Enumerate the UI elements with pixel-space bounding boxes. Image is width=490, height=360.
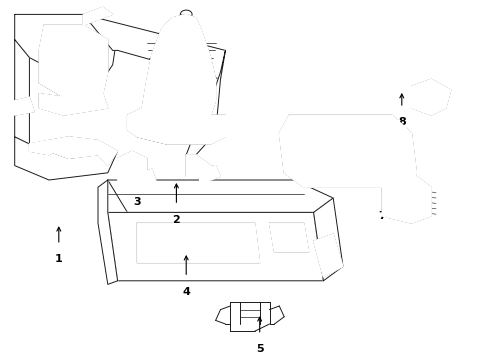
Polygon shape <box>98 180 118 284</box>
Polygon shape <box>108 180 333 212</box>
Polygon shape <box>279 115 412 148</box>
Text: 3: 3 <box>133 197 141 207</box>
Text: 8: 8 <box>398 117 406 127</box>
Polygon shape <box>402 133 416 187</box>
Text: 2: 2 <box>172 215 180 225</box>
Polygon shape <box>127 108 225 144</box>
Polygon shape <box>39 50 64 97</box>
Polygon shape <box>83 7 113 25</box>
Text: 6: 6 <box>324 146 332 156</box>
Polygon shape <box>137 223 260 263</box>
Polygon shape <box>142 14 216 126</box>
Polygon shape <box>15 97 34 115</box>
Text: 1: 1 <box>55 254 63 264</box>
Polygon shape <box>108 212 323 281</box>
Polygon shape <box>29 137 118 166</box>
Polygon shape <box>186 50 225 155</box>
Polygon shape <box>15 40 29 144</box>
Text: 7: 7 <box>378 211 386 221</box>
Polygon shape <box>314 198 343 281</box>
Polygon shape <box>118 151 147 187</box>
Polygon shape <box>132 169 157 191</box>
Polygon shape <box>382 173 431 223</box>
Polygon shape <box>299 148 407 187</box>
Polygon shape <box>83 14 225 79</box>
Text: 5: 5 <box>256 344 264 354</box>
Polygon shape <box>64 40 108 97</box>
Polygon shape <box>270 223 309 252</box>
Polygon shape <box>196 166 220 184</box>
Polygon shape <box>39 25 108 65</box>
Polygon shape <box>314 234 343 277</box>
Polygon shape <box>15 14 118 76</box>
Text: 4: 4 <box>182 287 190 297</box>
Polygon shape <box>186 155 211 176</box>
Polygon shape <box>29 140 59 155</box>
Polygon shape <box>15 137 118 180</box>
Polygon shape <box>39 94 108 115</box>
Polygon shape <box>279 133 304 187</box>
Polygon shape <box>412 79 451 115</box>
